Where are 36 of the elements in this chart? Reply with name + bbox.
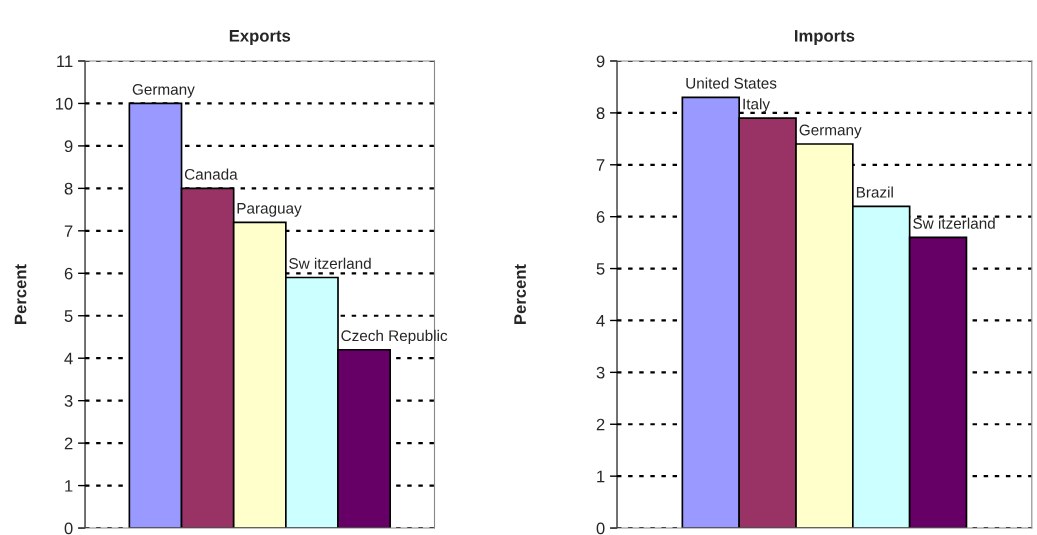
series-label: Germany	[799, 124, 862, 139]
y-tick-label: 10	[55, 97, 73, 110]
y-tick-label: 6	[596, 211, 605, 223]
y-tick-label: 3	[64, 395, 73, 407]
y-tick-label: 7	[596, 159, 605, 171]
series-label: Sw itzerland	[913, 217, 995, 229]
series-label: Germany	[132, 84, 195, 98]
series-label: Sw itzerland	[289, 257, 371, 269]
y-axis-title: Percent	[14, 264, 27, 324]
series-label: Czech Republic	[341, 329, 448, 345]
series-label: Brazil	[856, 186, 893, 198]
series-label: Paraguay	[237, 203, 302, 217]
y-tick-label: 2	[596, 418, 605, 431]
y-tick-label: 7	[64, 225, 73, 237]
y-tick-label: 6	[64, 267, 73, 280]
y-tick-label: 9	[64, 140, 73, 153]
y-tick-label: 11	[57, 55, 73, 68]
y-tick-label: 4	[596, 315, 605, 327]
y-tick-label: 1	[597, 470, 605, 483]
y-tick-label: 5	[596, 263, 605, 275]
y-tick-label: 0	[64, 522, 73, 535]
chart-title: Imports	[794, 30, 855, 45]
y-tick-label: 0	[596, 522, 605, 535]
y-tick-label: 5	[64, 310, 73, 322]
y-tick-label: 8	[64, 182, 73, 195]
series-label: Italy	[743, 98, 771, 113]
series-label: Canada	[184, 168, 238, 180]
chart-title: Exports	[229, 30, 291, 45]
y-tick-label: 9	[596, 55, 605, 68]
y-tick-label: 2	[64, 437, 73, 450]
y-tick-label: 4	[64, 352, 73, 365]
y-tick-label: 1	[65, 480, 73, 492]
y-tick-label: 8	[596, 107, 605, 120]
y-tick-label: 3	[596, 366, 605, 379]
y-axis-title: Percent	[514, 264, 526, 324]
series-label: United States	[686, 77, 777, 89]
